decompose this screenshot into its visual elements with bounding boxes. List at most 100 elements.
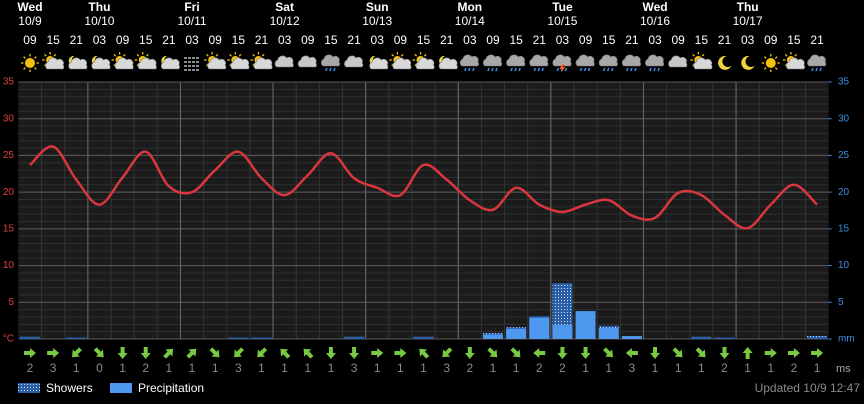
cloud <box>645 54 665 67</box>
hour-label: 03 <box>185 33 199 47</box>
wind-arrow <box>533 348 546 358</box>
weather-icon <box>506 54 526 72</box>
day-name: Mon <box>457 0 482 14</box>
weather-icon <box>321 54 340 72</box>
cloud <box>575 54 595 67</box>
weather-icon <box>552 54 572 73</box>
wind-arrow <box>23 348 36 358</box>
rain-drop <box>472 67 475 72</box>
showers-bar <box>228 337 249 339</box>
sun-ray <box>794 53 798 57</box>
hour-label: 09 <box>23 33 37 47</box>
wind-arrow <box>280 348 291 359</box>
day-name: Thu <box>88 0 110 14</box>
sun-ray <box>423 53 427 57</box>
wind-speed: 1 <box>490 361 497 375</box>
rain-drop <box>556 67 560 72</box>
wind-speed: 1 <box>119 361 126 375</box>
weather-icon <box>250 52 273 70</box>
cloud <box>807 54 827 67</box>
hour-label: 21 <box>162 33 176 47</box>
rain-drop <box>611 67 614 72</box>
precipitation-bar <box>621 336 642 339</box>
wind-arrow <box>72 347 82 358</box>
wind-arrow <box>257 347 268 358</box>
cloud <box>297 55 317 68</box>
wind-speed: 1 <box>420 361 427 375</box>
hour-label: 09 <box>394 33 408 47</box>
sun-ray <box>53 53 57 57</box>
bolt <box>559 64 566 73</box>
y-tick-label: 15 <box>3 223 15 234</box>
sun <box>765 58 776 68</box>
weather-icon <box>782 52 805 70</box>
cloud <box>160 57 180 70</box>
rain-drop <box>583 67 587 72</box>
cloud <box>438 57 458 70</box>
day-date: 10/12 <box>270 14 300 28</box>
wind-arrow <box>811 348 824 358</box>
hour-label: 15 <box>602 33 616 47</box>
weather-icon <box>645 54 665 72</box>
weather-icon <box>160 55 180 70</box>
wind-speed: 2 <box>466 361 473 375</box>
wind-arrow <box>719 347 730 359</box>
cloud <box>506 54 526 67</box>
sun-ray <box>23 67 26 70</box>
weather-icon <box>668 55 688 68</box>
moon <box>741 55 755 70</box>
rain-drop <box>579 67 583 72</box>
wind-arrow <box>510 347 521 358</box>
wind-speed: 1 <box>328 361 335 375</box>
hour-label: 15 <box>509 33 523 47</box>
cloud <box>274 55 294 68</box>
day-name: Wed <box>17 0 42 14</box>
rain-drop <box>325 67 328 72</box>
hour-label: 03 <box>556 33 570 47</box>
hour-label: 03 <box>648 33 662 47</box>
weather-icon <box>204 52 227 70</box>
sun-ray <box>113 53 117 57</box>
wind-speed: 1 <box>814 361 821 375</box>
hour-label: 15 <box>324 33 338 47</box>
rain-drop <box>533 67 536 72</box>
rain-drop <box>514 67 517 72</box>
wind-speed: 1 <box>513 361 520 375</box>
weather-icon <box>741 55 755 70</box>
wind-arrow <box>303 348 314 359</box>
sun-ray <box>261 53 265 57</box>
sun-ray <box>763 67 767 70</box>
wind-arrow <box>464 347 475 359</box>
showers-bar <box>19 336 40 339</box>
showers-bar <box>714 337 735 339</box>
hour-label: 03 <box>371 33 385 47</box>
wind-arrow <box>695 347 706 358</box>
temperature-line <box>29 145 818 230</box>
weather-icon <box>621 54 641 72</box>
y-tick-label: °C <box>3 334 14 345</box>
cloud <box>786 57 805 70</box>
wind-arrow <box>93 347 104 358</box>
sun-ray <box>146 53 149 57</box>
wind-arrow <box>325 347 336 359</box>
wind-speed: 2 <box>142 361 149 375</box>
precipitation-bar <box>552 325 573 339</box>
precipitation-bar <box>482 334 503 339</box>
day-name: Tue <box>552 0 573 14</box>
hour-label: 15 <box>787 33 801 47</box>
wind-speed: 2 <box>536 361 543 375</box>
hour-label: 15 <box>232 33 246 47</box>
y-tick-label: 10 <box>3 260 15 271</box>
day-date: 10/9 <box>18 14 42 28</box>
precipitation-bar <box>529 317 550 339</box>
y-tick-label: 5 <box>8 297 14 308</box>
sun-ray <box>123 53 126 57</box>
hour-label: 09 <box>116 33 130 47</box>
y2-tick-label: 35 <box>838 77 850 88</box>
wind-speed: 1 <box>374 361 381 375</box>
hour-label: 03 <box>278 33 292 47</box>
rain-drop <box>819 67 822 72</box>
hour-label: 21 <box>533 33 547 47</box>
rain-drop <box>657 67 660 72</box>
